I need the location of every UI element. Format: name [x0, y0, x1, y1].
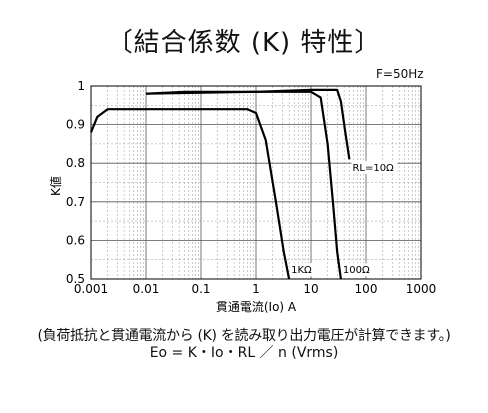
tick-labels: 0.001 0.01 0.1 1 10 100 1000 0.5 0.6 0.7 0.8 0.9 1: [66, 79, 436, 296]
series-label-bg: [351, 160, 398, 174]
y-tick-label: 1: [77, 79, 85, 93]
plot-frame: [90, 85, 422, 280]
caption-line-2: Eo = K・Io・RL ／ n (Vrms): [149, 345, 339, 361]
x-tick-label: 1: [252, 282, 260, 296]
series-label: 100Ω: [343, 265, 370, 276]
series-label: RL=10Ω: [352, 163, 394, 174]
caption: (負荷抵抗と貫通電流から (K) を読み取り出力電圧が計算できます。) Eo =…: [0, 328, 488, 362]
series-line: [89, 108, 291, 280]
x-tick-label: 0.01: [133, 282, 160, 296]
x-tick-label: 0.1: [191, 282, 210, 296]
y-tick-label: 0.6: [66, 233, 85, 247]
frequency-label: F=50Hz: [376, 67, 424, 81]
series-line: [145, 90, 342, 280]
x-tick-label: 100: [355, 282, 378, 296]
series-labels: 1KΩ 100Ω RL=10Ω: [290, 160, 398, 277]
caption-line-1: (負荷抵抗と貫通電流から (K) を読み取り出力電圧が計算できます。): [37, 328, 451, 344]
y-tick-label: 0.7: [66, 195, 85, 209]
series-label: 1KΩ: [291, 265, 312, 276]
series-group: [89, 88, 351, 280]
chart-title: 〔結合係数 (K) 特性〕: [106, 28, 382, 58]
y-axis-label: K値: [48, 176, 63, 196]
y-tick-label: 0.8: [66, 156, 85, 170]
x-tick-label: 1000: [406, 282, 437, 296]
x-tick-label: 10: [303, 282, 318, 296]
series-label-bg: [290, 263, 316, 277]
series-line: [145, 88, 351, 160]
x-tick-label: 0.001: [74, 282, 108, 296]
x-axis-label: 貫通電流(Io) A: [216, 300, 297, 314]
y-tick-label: 0.9: [66, 118, 85, 132]
series-label-bg: [341, 263, 374, 277]
y-tick-label: 0.5: [66, 272, 85, 286]
